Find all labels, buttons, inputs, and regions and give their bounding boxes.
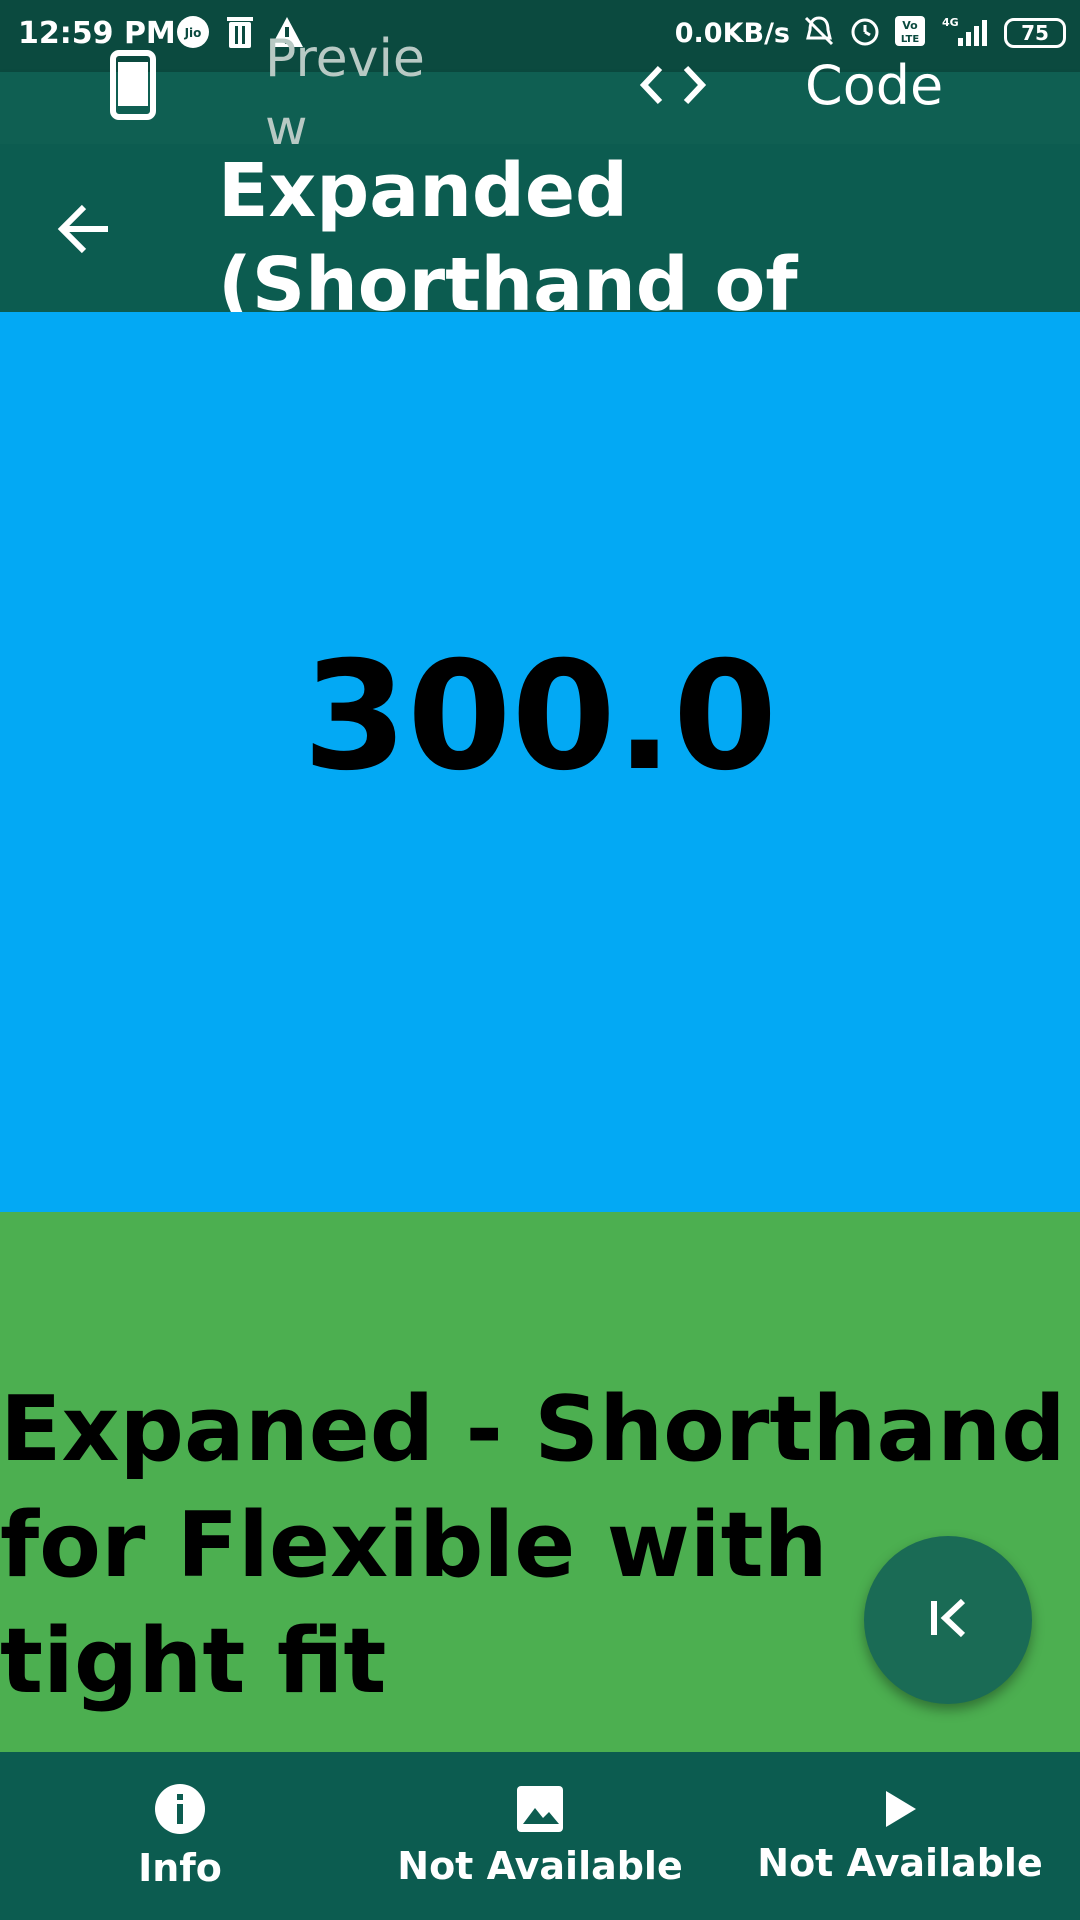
status-bar: 12:59 PM Jio 0.0KB/s Vo LTE 4G 75 [0, 0, 1080, 72]
svg-text:4G: 4G [942, 16, 959, 29]
svg-text:Jio: Jio [184, 26, 202, 40]
signal-4g-icon: 4G [938, 14, 992, 52]
delete-icon [225, 14, 255, 54]
status-left-icons: Jio [175, 14, 305, 54]
battery-indicator: 75 [1004, 18, 1066, 48]
bottom-navigation: Info Not Available Not Available [0, 1752, 1080, 1920]
code-icon [638, 65, 708, 114]
alarm-icon [848, 14, 882, 52]
tab-code-label[interactable]: Code [805, 54, 944, 117]
info-icon [153, 1782, 207, 1840]
tab-preview[interactable] [110, 50, 156, 124]
jio-icon: Jio [175, 14, 211, 54]
first-page-icon [923, 1593, 973, 1647]
nav-info-label: Info [138, 1846, 222, 1890]
network-speed: 0.0KB/s [674, 17, 790, 49]
expanded-blue-panel: 300.0 [0, 312, 1080, 1212]
nav-play[interactable]: Not Available [750, 1752, 1050, 1920]
tab-code[interactable] [638, 60, 708, 114]
nav-image[interactable]: Not Available [390, 1752, 690, 1920]
status-time: 12:59 PM [18, 16, 176, 51]
first-page-fab[interactable] [864, 1536, 1032, 1704]
status-right: 0.0KB/s Vo LTE 4G 75 [675, 14, 1066, 52]
value-text: 300.0 [302, 630, 778, 804]
mute-icon [802, 14, 836, 52]
play-icon [880, 1787, 920, 1835]
app-bar: Expanded (Shorthand of Tight … [0, 144, 1080, 312]
page-title: Expanded (Shorthand of Tight … [218, 148, 798, 312]
nav-play-label: Not Available [757, 1841, 1043, 1885]
preview-code-tabbar: Preview Code [0, 29, 1080, 159]
description-text: Expaned - Shorthand for Flexible with ti… [0, 1377, 1066, 1714]
svg-text:Vo: Vo [902, 19, 918, 32]
svg-text:LTE: LTE [901, 34, 920, 45]
arrow-back-icon [54, 204, 114, 263]
nav-info[interactable]: Info [90, 1752, 270, 1920]
expanded-green-panel: Expaned - Shorthand for Flexible with ti… [0, 1212, 1080, 1752]
tab-preview-label[interactable]: Preview [265, 29, 425, 159]
back-button[interactable] [54, 199, 114, 259]
warning-icon [269, 15, 305, 53]
nav-image-label: Not Available [397, 1844, 683, 1888]
volte-icon: Vo LTE [894, 15, 926, 51]
image-icon [515, 1784, 565, 1838]
phone-icon [110, 50, 156, 124]
